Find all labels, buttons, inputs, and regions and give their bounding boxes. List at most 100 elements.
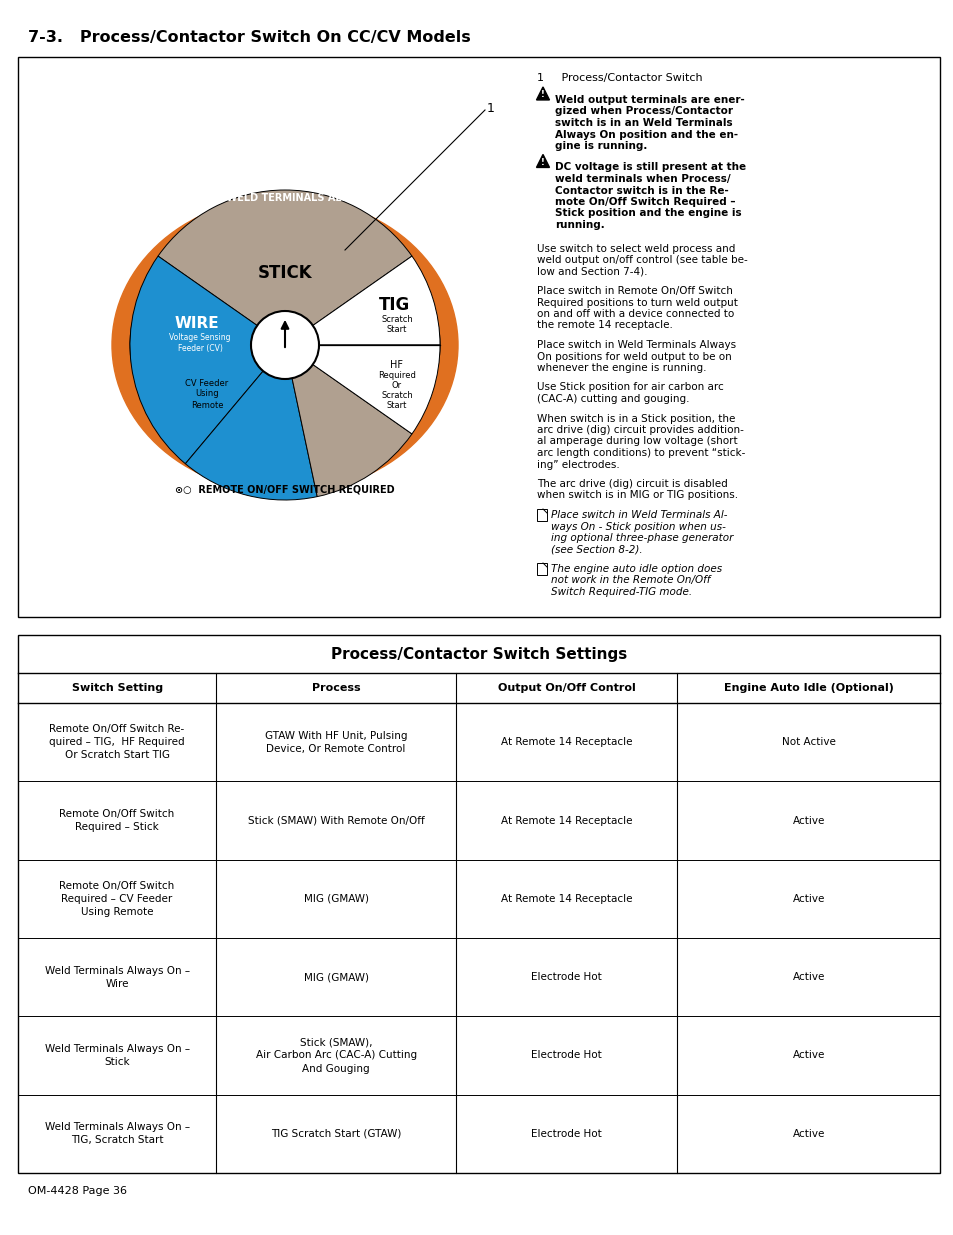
Text: whenever the engine is running.: whenever the engine is running. [537, 363, 706, 373]
Text: Engine Auto Idle (Optional): Engine Auto Idle (Optional) [723, 683, 893, 693]
Text: Not Active: Not Active [781, 737, 835, 747]
Text: Output On/Off Control: Output On/Off Control [497, 683, 635, 693]
Text: Remote: Remote [191, 400, 223, 410]
Text: Weld Terminals Always On –
TIG, Scratch Start: Weld Terminals Always On – TIG, Scratch … [45, 1123, 190, 1145]
Text: Feeder (CV): Feeder (CV) [177, 345, 222, 353]
Text: At Remote 14 Receptacle: At Remote 14 Receptacle [500, 894, 632, 904]
Text: At Remote 14 Receptacle: At Remote 14 Receptacle [500, 815, 632, 825]
Text: Remote On/Off Switch Re-
quired – TIG,  HF Required
Or Scratch Start TIG: Remote On/Off Switch Re- quired – TIG, H… [50, 724, 185, 761]
Text: Place switch in Weld Terminals Always: Place switch in Weld Terminals Always [537, 340, 736, 350]
Text: TIG Scratch Start (GTAW): TIG Scratch Start (GTAW) [271, 1129, 401, 1139]
Text: when switch is in MIG or TIG positions.: when switch is in MIG or TIG positions. [537, 490, 738, 500]
Text: (see Section 8-2).: (see Section 8-2). [551, 545, 642, 555]
Text: Required: Required [377, 370, 416, 379]
Text: weld output on/off control (see table be-: weld output on/off control (see table be… [537, 254, 747, 266]
Text: Weld Terminals Always On –
Stick: Weld Terminals Always On – Stick [45, 1044, 190, 1067]
Text: CV Feeder: CV Feeder [185, 378, 229, 388]
Text: !: ! [540, 90, 544, 99]
Text: on and off with a device connected to: on and off with a device connected to [537, 309, 734, 319]
Text: low and Section 7-4).: low and Section 7-4). [537, 267, 647, 277]
Text: (CAC-A) cutting and gouging.: (CAC-A) cutting and gouging. [537, 394, 689, 404]
Polygon shape [536, 154, 549, 168]
Text: 7-3.   Process/Contactor Switch On CC/CV Models: 7-3. Process/Contactor Switch On CC/CV M… [28, 30, 470, 44]
Circle shape [251, 311, 318, 379]
Text: WIRE: WIRE [174, 315, 219, 331]
Text: Or: Or [392, 380, 401, 389]
Text: Using: Using [195, 389, 218, 399]
Text: Active: Active [792, 894, 824, 904]
Bar [18, 57, 939, 618]
Text: OM-4428 Page 36: OM-4428 Page 36 [28, 1186, 127, 1195]
Text: ing optional three-phase generator: ing optional three-phase generator [551, 534, 733, 543]
Text: ⊙○  REMOTE ON/OFF SWITCH REQUIRED: ⊙○ REMOTE ON/OFF SWITCH REQUIRED [175, 484, 395, 494]
Text: Start: Start [386, 400, 407, 410]
Text: not work in the Remote On/Off: not work in the Remote On/Off [551, 576, 710, 585]
Text: Stick (SMAW),
Air Carbon Arc (CAC-A) Cutting
And Gouging: Stick (SMAW), Air Carbon Arc (CAC-A) Cut… [255, 1037, 416, 1073]
Text: arc drive (dig) circuit provides addition-: arc drive (dig) circuit provides additio… [537, 425, 743, 435]
Text: Remote On/Off Switch
Required – Stick: Remote On/Off Switch Required – Stick [59, 809, 174, 832]
Text: arc length conditions) to prevent “stick-: arc length conditions) to prevent “stick… [537, 448, 744, 458]
Text: Place switch in Weld Terminals Al-: Place switch in Weld Terminals Al- [551, 510, 727, 520]
FancyBboxPatch shape [537, 563, 546, 576]
Text: ing” electrodes.: ing” electrodes. [537, 459, 619, 469]
Text: Active: Active [792, 1129, 824, 1139]
Text: Switch Setting: Switch Setting [71, 683, 163, 693]
Text: Active: Active [792, 972, 824, 982]
Text: Remote On/Off Switch
Required – CV Feeder
Using Remote: Remote On/Off Switch Required – CV Feede… [59, 881, 174, 918]
Text: Active: Active [792, 815, 824, 825]
Text: Use switch to select weld process and: Use switch to select weld process and [537, 243, 735, 253]
Text: mote On/Off Switch Required –: mote On/Off Switch Required – [555, 198, 735, 207]
Text: On positions for weld output to be on: On positions for weld output to be on [537, 352, 731, 362]
Ellipse shape [112, 198, 457, 493]
Wedge shape [185, 345, 317, 500]
Text: HF: HF [390, 359, 403, 370]
FancyBboxPatch shape [537, 509, 546, 521]
Polygon shape [536, 86, 549, 100]
Text: At Remote 14 Receptacle: At Remote 14 Receptacle [500, 737, 632, 747]
Wedge shape [285, 256, 439, 345]
Wedge shape [130, 256, 285, 463]
Text: Electrode Hot: Electrode Hot [531, 972, 601, 982]
Bar [18, 635, 939, 1173]
Text: 1     Process/Contactor Switch: 1 Process/Contactor Switch [537, 73, 702, 83]
Text: Weld output terminals are ener-: Weld output terminals are ener- [555, 95, 744, 105]
Text: switch is in an Weld Terminals: switch is in an Weld Terminals [555, 119, 732, 128]
Text: The engine auto idle option does: The engine auto idle option does [551, 564, 721, 574]
Text: Voltage Sensing: Voltage Sensing [169, 333, 231, 342]
Text: gine is running.: gine is running. [555, 141, 647, 151]
Text: 1: 1 [486, 101, 495, 115]
Text: Use Stick position for air carbon arc: Use Stick position for air carbon arc [537, 383, 723, 393]
Text: ⊙|  WELD TERMINALS ALWAYS ON: ⊙| WELD TERMINALS ALWAYS ON [208, 194, 392, 205]
Text: Electrode Hot: Electrode Hot [531, 1051, 601, 1061]
Text: ways On - Stick position when us-: ways On - Stick position when us- [551, 521, 725, 531]
Text: Place switch in Remote On/Off Switch: Place switch in Remote On/Off Switch [537, 287, 732, 296]
Wedge shape [285, 345, 412, 496]
Text: Start: Start [386, 326, 407, 335]
Text: Process: Process [312, 683, 360, 693]
Text: STICK: STICK [257, 264, 312, 282]
Text: running.: running. [555, 220, 604, 230]
Text: Weld Terminals Always On –
Wire: Weld Terminals Always On – Wire [45, 966, 190, 989]
Ellipse shape [130, 215, 439, 475]
Text: Scratch: Scratch [381, 390, 413, 399]
Text: gized when Process/Contactor: gized when Process/Contactor [555, 106, 732, 116]
Text: TIG: TIG [379, 296, 410, 314]
Text: al amperage during low voltage (short: al amperage during low voltage (short [537, 436, 737, 447]
Text: DC voltage is still present at the: DC voltage is still present at the [555, 163, 745, 173]
Text: the remote 14 receptacle.: the remote 14 receptacle. [537, 321, 672, 331]
Text: Scratch: Scratch [381, 315, 413, 324]
Text: Stick (SMAW) With Remote On/Off: Stick (SMAW) With Remote On/Off [248, 815, 424, 825]
Text: weld terminals when Process/: weld terminals when Process/ [555, 174, 730, 184]
Wedge shape [285, 345, 439, 433]
Text: Switch Required-TIG mode.: Switch Required-TIG mode. [551, 587, 691, 597]
Text: !: ! [540, 158, 544, 167]
Text: Always On position and the en-: Always On position and the en- [555, 130, 738, 140]
Text: GTAW With HF Unit, Pulsing
Device, Or Remote Control: GTAW With HF Unit, Pulsing Device, Or Re… [265, 731, 407, 753]
Text: Active: Active [792, 1051, 824, 1061]
Text: Required positions to turn weld output: Required positions to turn weld output [537, 298, 737, 308]
Text: MIG (GMAW): MIG (GMAW) [303, 894, 368, 904]
Text: Process/Contactor Switch Settings: Process/Contactor Switch Settings [331, 646, 626, 662]
Text: Electrode Hot: Electrode Hot [531, 1129, 601, 1139]
Text: When switch is in a Stick position, the: When switch is in a Stick position, the [537, 414, 735, 424]
Wedge shape [158, 190, 412, 345]
